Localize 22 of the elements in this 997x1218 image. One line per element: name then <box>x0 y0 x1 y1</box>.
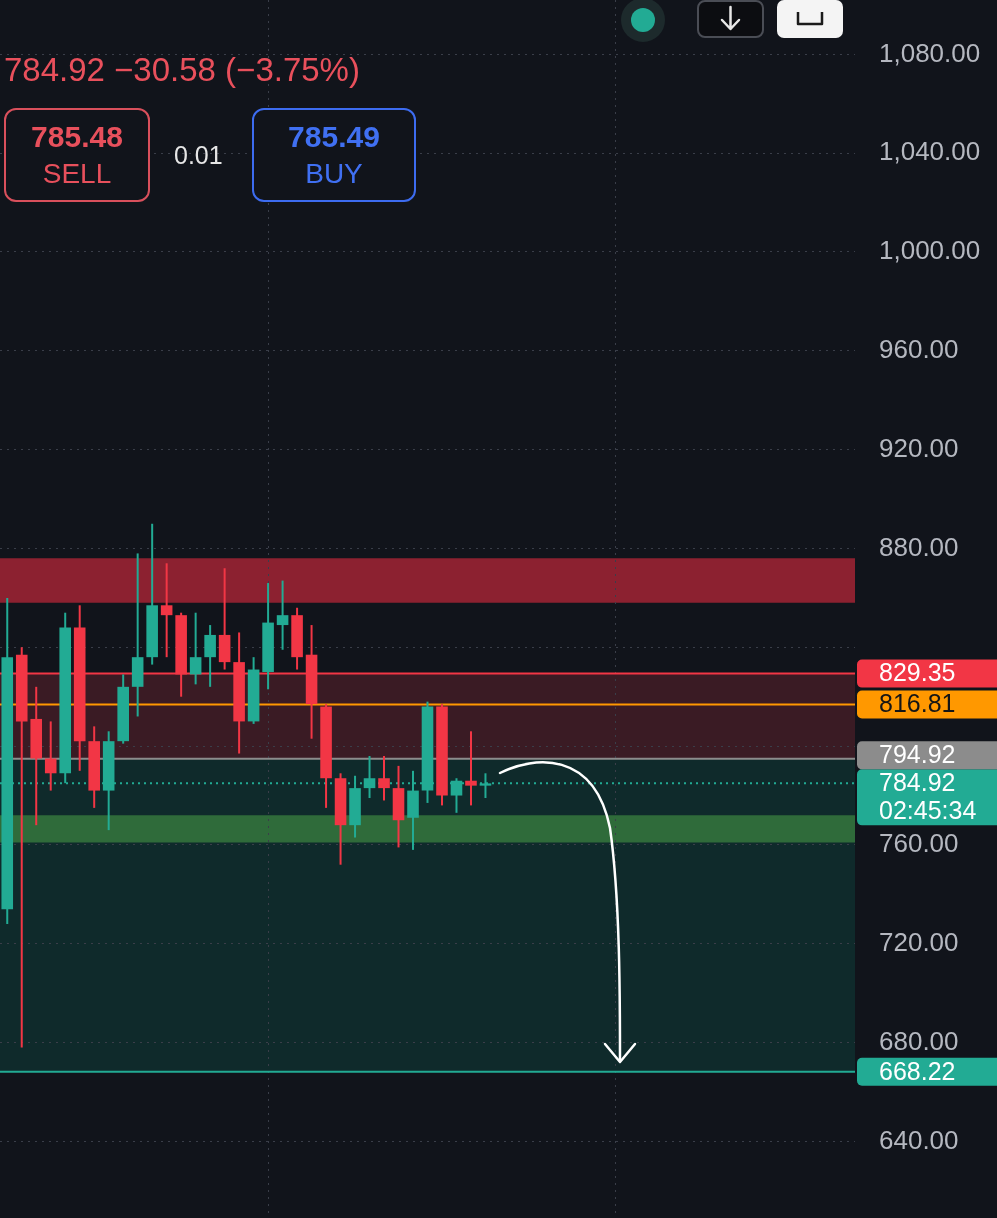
ref-line-label: 668.22 <box>879 1056 956 1085</box>
y-tick-label: 760.00 <box>879 828 959 859</box>
annotation: 785.49 <box>288 119 380 155</box>
ref-line-label: 784.92 02:45:34 <box>879 768 977 825</box>
annotation: 785.48 <box>31 119 123 155</box>
y-tick-label: 720.00 <box>879 926 959 957</box>
annotation: 0.01 <box>174 140 223 170</box>
y-tick-label: 1,000.00 <box>879 235 981 266</box>
text: 784.92 −30.58 (−3.75%) <box>4 50 360 90</box>
ref-line-label: 816.81 <box>879 689 956 718</box>
y-tick-label: 920.00 <box>879 432 959 463</box>
y-tick-label: 640.00 <box>879 1124 959 1155</box>
annotation: BUY <box>305 157 363 191</box>
y-tick-label: 680.00 <box>879 1025 959 1056</box>
y-tick-label: 880.00 <box>879 531 959 562</box>
y-tick-label: 960.00 <box>879 334 959 364</box>
y-tick-label: 1,080.00 <box>879 37 981 68</box>
ref-line-label: 829.35 <box>879 658 956 687</box>
annotation: SELL <box>42 157 112 191</box>
candlestick <box>465 731 477 806</box>
ref-line-label: 794.92 <box>879 740 956 769</box>
y-tick-label: 1,040.00 <box>879 136 981 167</box>
